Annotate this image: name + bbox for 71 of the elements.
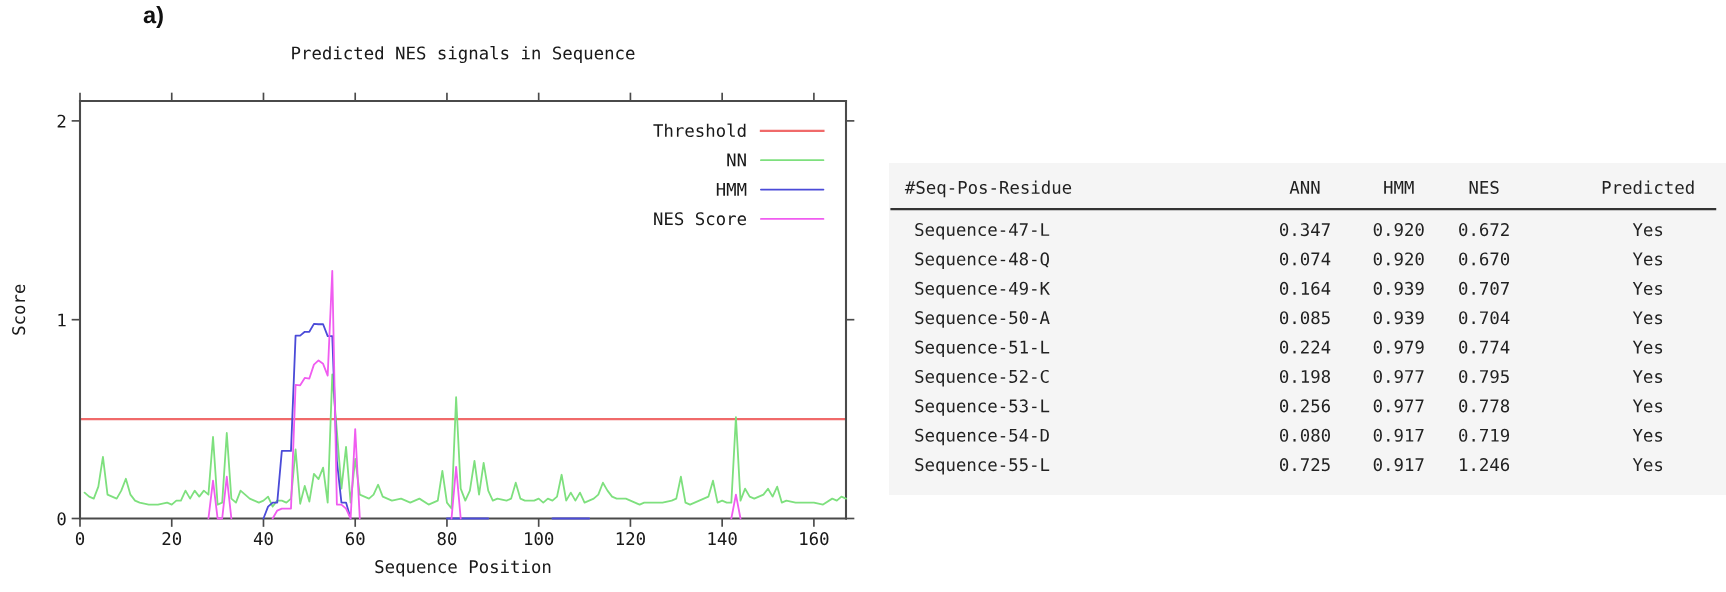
text: Yes [1632, 223, 1663, 237]
text: 0.725 [1279, 458, 1330, 472]
text: Yes [1632, 370, 1663, 384]
text: 0.074 [1279, 252, 1331, 266]
x-tick-label: 40 [253, 532, 273, 546]
line-series [83, 373, 847, 510]
text: 0.719 [1459, 428, 1510, 442]
text: Yes [1632, 340, 1663, 354]
x-tick-label: 140 [708, 532, 737, 546]
x-tick-label: 100 [525, 532, 554, 546]
y-tick-label: 2 [57, 114, 66, 128]
x-tick-label: 80 [437, 532, 457, 546]
category-label: HMM [1384, 181, 1414, 194]
text: Yes [1632, 311, 1663, 325]
text: 1.246 [1460, 458, 1510, 472]
text: 0.917 [1373, 428, 1424, 442]
text: 0.707 [1459, 281, 1509, 295]
category-label: Sequence-55-L [915, 458, 1050, 475]
legend-label: HMM [716, 182, 747, 196]
category-label: Sequence-54-D [915, 428, 1049, 446]
text: 0.164 [1279, 281, 1331, 295]
text: 0.670 [1459, 252, 1510, 266]
text: Yes [1632, 458, 1663, 472]
x-tick-label: 0 [75, 532, 85, 546]
text: 0.939 [1373, 311, 1424, 325]
category-label: Sequence-49-K [915, 281, 1050, 299]
legend-label: NES Score [654, 212, 747, 226]
x-tick-label: 160 [800, 532, 829, 546]
text: 0.774 [1459, 340, 1510, 354]
text: Yes [1632, 252, 1663, 266]
text: 0.672 [1459, 223, 1509, 237]
x-axis-title: Sequence Position [375, 559, 551, 577]
text: 0.979 [1373, 340, 1424, 354]
text: 0.920 [1373, 252, 1424, 266]
y-tick-label: 0 [57, 512, 66, 526]
x-tick-label: 120 [616, 532, 645, 546]
text: 0.347 [1279, 223, 1330, 237]
text: 0.198 [1279, 369, 1331, 384]
text: 0.224 [1279, 340, 1331, 354]
text: 0.256 [1279, 399, 1330, 413]
text: 0.977 [1373, 399, 1424, 413]
category-label: Sequence-53-L [915, 399, 1050, 416]
text: 0.085 [1279, 311, 1330, 325]
category-label: NES [1469, 180, 1499, 194]
category-label: Predicted [1602, 180, 1694, 194]
category-label: Sequence-51-L [915, 340, 1050, 358]
legend-label: Threshold [653, 123, 746, 138]
x-tick-label: 20 [162, 532, 182, 546]
text: Yes [1632, 282, 1663, 295]
text: Yes [1632, 399, 1663, 413]
text: 0.977 [1373, 369, 1424, 384]
category-label: ANN [1289, 181, 1320, 194]
text: 0.920 [1373, 223, 1424, 237]
text: 0.778 [1459, 399, 1510, 413]
y-axis-title: Score [12, 284, 26, 335]
text: Yes [1632, 428, 1663, 442]
category-label: Sequence-50-A [915, 311, 1050, 328]
text: 0.917 [1373, 458, 1424, 472]
text: a) [143, 6, 163, 29]
y-tick-label: 1 [58, 313, 66, 327]
category-label: Sequence-52-C [915, 369, 1049, 387]
x-tick-label: 60 [345, 532, 365, 546]
text: 0.939 [1373, 281, 1424, 295]
category-label: Sequence-47-L [915, 222, 1050, 240]
chart-title: Predicted NES signals in Sequence [292, 46, 635, 64]
text: 0.704 [1459, 311, 1510, 325]
category-label: Sequence-48-Q [915, 252, 1049, 269]
text: #Seq-Pos-Residue [904, 180, 1072, 198]
text: 0.795 [1459, 369, 1509, 384]
legend-label: NN [727, 153, 746, 167]
text: 0.080 [1279, 428, 1330, 442]
